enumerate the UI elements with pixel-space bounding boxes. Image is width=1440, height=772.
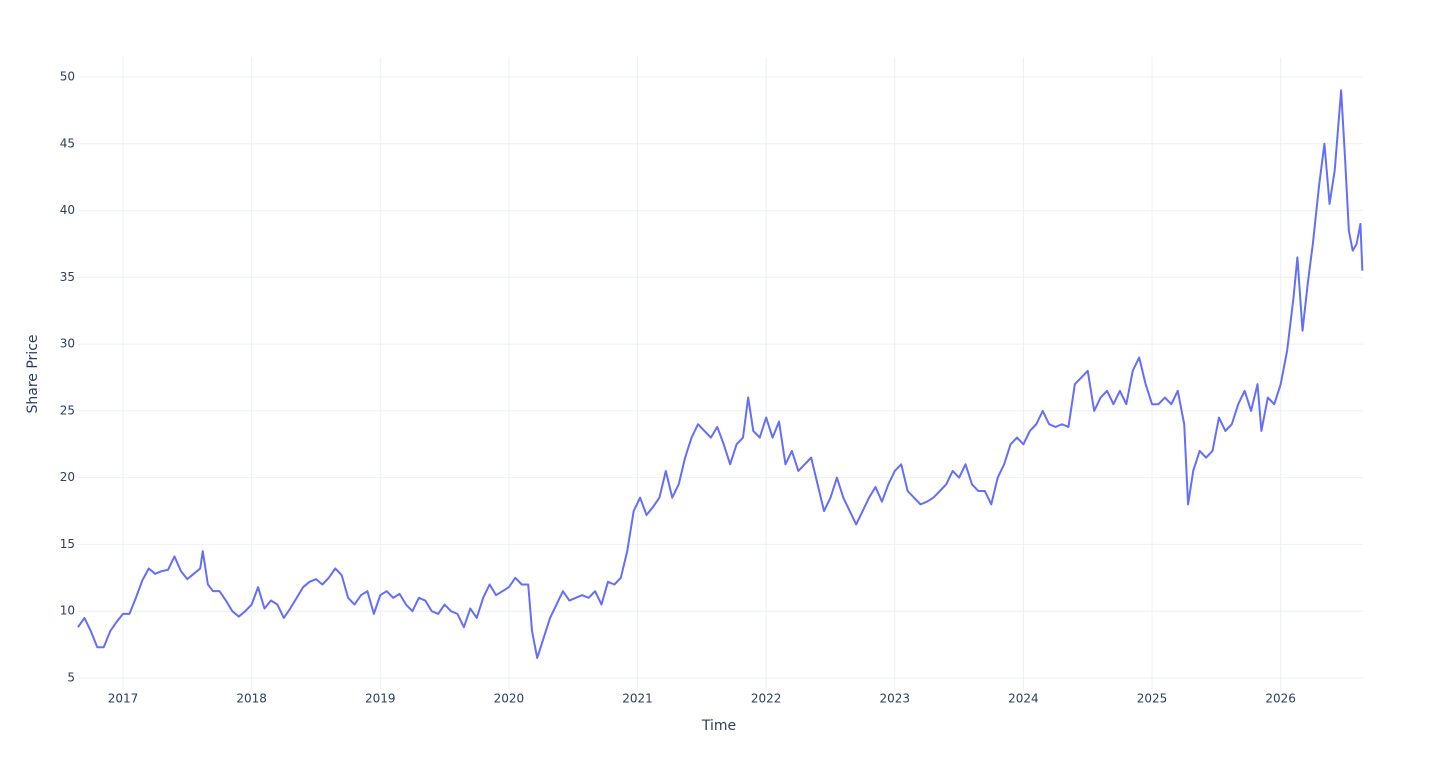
x-tick-label: 2026 [1265, 692, 1296, 706]
y-tick-label: 20 [60, 470, 75, 484]
price-line [77, 89, 1364, 659]
x-tick-label: 2021 [622, 692, 653, 706]
y-tick-label: 40 [60, 203, 75, 217]
y-tick-label: 50 [60, 70, 75, 84]
y-tick-label: 35 [60, 270, 75, 284]
x-tick-label: 2019 [365, 692, 396, 706]
x-tick-label: 2018 [236, 692, 267, 706]
y-axis-title: Share Price [25, 334, 41, 413]
x-tick-label: 2020 [494, 692, 525, 706]
y-tick-label: 45 [60, 136, 75, 150]
x-tick-label: 2022 [751, 692, 782, 706]
x-axis-title: Time [701, 718, 736, 734]
x-tick-label: 2025 [1137, 692, 1168, 706]
x-tick-label: 2023 [880, 692, 911, 706]
y-tick-label: 5 [67, 670, 75, 684]
x-tick-label: 2024 [1008, 692, 1039, 706]
x-tick-label: 2017 [108, 692, 139, 706]
y-tick-label: 10 [60, 604, 75, 618]
y-tick-label: 30 [60, 337, 75, 351]
y-tick-label: 15 [60, 537, 75, 551]
y-tick-label: 25 [60, 403, 75, 417]
